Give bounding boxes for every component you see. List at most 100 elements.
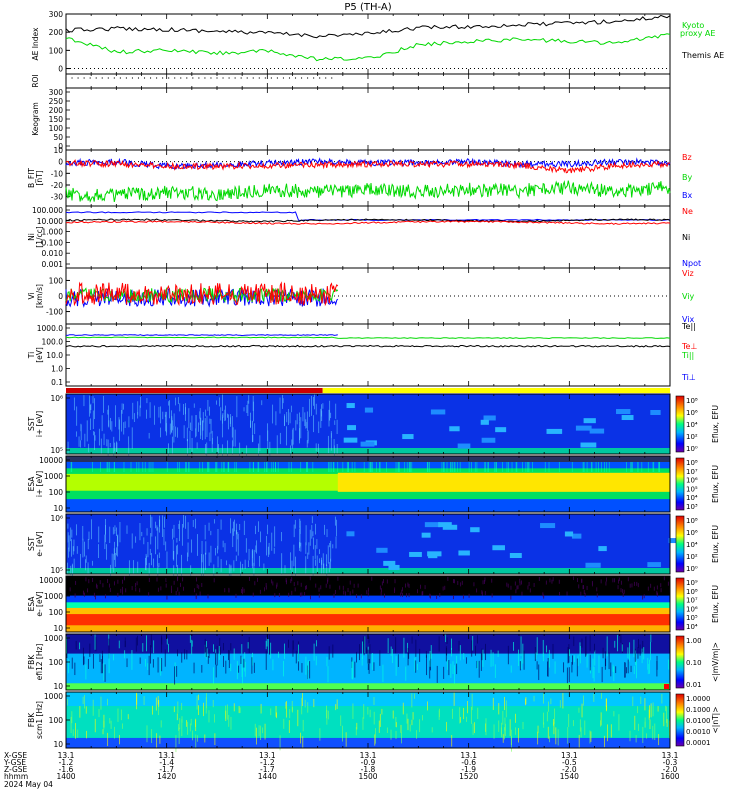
spectrogram-streak	[214, 733, 216, 746]
spectrogram-streak	[320, 408, 322, 428]
spectrogram-streak	[104, 664, 106, 682]
y-tick-label: 10000	[39, 456, 63, 465]
spectrogram-streak	[327, 435, 329, 454]
spectrogram-streak	[222, 444, 223, 460]
time-tick-label: 1420	[157, 772, 176, 781]
spectrogram-streak	[557, 729, 559, 746]
spectrogram-streak	[138, 462, 140, 472]
ephemeris-value: 13.1	[460, 751, 477, 760]
spectrogram-streak	[665, 705, 667, 712]
spectrogram-streak	[330, 433, 332, 438]
spectrogram-streak	[106, 462, 108, 472]
spectrogram-streak	[176, 564, 178, 578]
ephemeris-row-label: Z-GSE	[4, 765, 28, 774]
spectrogram-streak	[459, 645, 461, 661]
spectrogram-streak	[379, 650, 381, 666]
spectrogram-block	[585, 562, 601, 568]
spectrogram-streak	[332, 644, 334, 658]
bfield-series-line	[65, 159, 671, 174]
spectrogram-streak	[171, 585, 172, 590]
spectrogram-streak	[485, 718, 487, 736]
spectrogram-block	[589, 428, 605, 434]
spectrogram-streak	[133, 413, 135, 423]
spectrogram-streak	[207, 594, 209, 599]
spectrogram-streak	[553, 722, 555, 735]
spectrogram-streak	[311, 524, 313, 539]
spectrogram-streak	[291, 590, 293, 595]
colorbar-tick-label: 10⁴	[686, 421, 698, 429]
spectrogram-streak	[77, 729, 79, 738]
spectrogram-streak	[491, 593, 493, 598]
spectrogram-streak	[395, 637, 397, 654]
spectrogram-streak	[177, 462, 179, 472]
spectrogram-streak	[110, 417, 111, 430]
spectrogram-streak	[555, 727, 557, 745]
spectrogram-streak	[276, 582, 278, 587]
spectrogram-streak	[631, 462, 633, 472]
spectrogram-streak	[443, 462, 445, 472]
spectrogram-streak	[309, 595, 311, 600]
spectrogram-streak	[159, 515, 160, 533]
spectrogram-streak	[130, 462, 132, 472]
spectrogram-streak	[258, 462, 260, 472]
y-tick-label: 50	[53, 133, 63, 142]
spectrogram-streak	[366, 590, 368, 595]
spectrogram-streak	[149, 402, 151, 418]
spectrogram-streak	[629, 583, 631, 588]
spectrogram-streak	[553, 719, 554, 726]
spectrogram-streak	[573, 720, 574, 727]
spectrogram-streak	[408, 583, 410, 588]
spectrogram-streak	[573, 655, 575, 663]
spectrogram-streak	[552, 643, 554, 659]
spectrogram-streak	[223, 642, 224, 651]
spectrogram-streak	[269, 634, 270, 655]
spectrogram-streak	[94, 435, 96, 441]
spectrogram-streak	[197, 534, 198, 556]
spectrogram-streak	[259, 589, 261, 594]
spectrogram-streak	[228, 564, 230, 580]
spectrogram-streak	[426, 462, 428, 472]
spectrogram-streak	[161, 658, 163, 672]
spectrogram-streak	[395, 722, 397, 728]
spectrogram-streak	[67, 562, 69, 574]
spectrogram-streak	[192, 519, 194, 527]
spectrogram-streak	[236, 396, 238, 418]
spectrogram-streak	[504, 696, 505, 711]
y-tick-label: 100	[49, 124, 64, 133]
spectrogram-streak	[505, 700, 507, 718]
spectrogram-streak	[98, 428, 100, 446]
y-tick-label: 1000	[44, 472, 63, 481]
legend-entry: Te||	[681, 322, 696, 331]
spectrogram-streak	[534, 647, 536, 662]
spectrogram-streak	[195, 415, 197, 437]
spectrogram-streak	[119, 419, 120, 441]
spectrogram-streak	[450, 462, 452, 472]
spectrogram-streak	[113, 654, 114, 661]
spectrogram-streak	[510, 729, 512, 746]
spectrogram-block	[598, 546, 607, 552]
spectrogram-streak	[202, 412, 204, 423]
spectrogram-streak	[640, 696, 642, 705]
spectrogram-streak	[235, 593, 237, 598]
spectrogram-streak	[612, 578, 614, 583]
spectrogram-streak	[265, 583, 267, 588]
spectrogram-streak	[642, 640, 644, 653]
temperature-series-line	[65, 344, 671, 348]
spectrogram-streak	[586, 653, 588, 668]
spectrogram-streak	[554, 708, 555, 724]
spectrogram-streak	[163, 529, 165, 546]
spectrogram-streak	[647, 663, 649, 675]
spectrogram-streak	[652, 462, 654, 472]
ephemeris-value: -1.4	[159, 758, 174, 767]
spectrogram-streak	[114, 442, 116, 452]
colorbar-label: Eflux, EFU	[711, 525, 720, 563]
spectrogram-streak	[605, 705, 607, 712]
spectrogram-streak	[537, 731, 539, 745]
spectrogram-streak	[92, 699, 94, 716]
colorbar-tick-label: 1.00	[686, 637, 702, 645]
spectrogram-streak	[590, 667, 592, 674]
spectrogram-streak	[514, 581, 516, 586]
spectrogram-streak	[473, 582, 475, 587]
spectrogram-streak	[69, 587, 71, 592]
spectrogram-streak	[348, 462, 349, 472]
